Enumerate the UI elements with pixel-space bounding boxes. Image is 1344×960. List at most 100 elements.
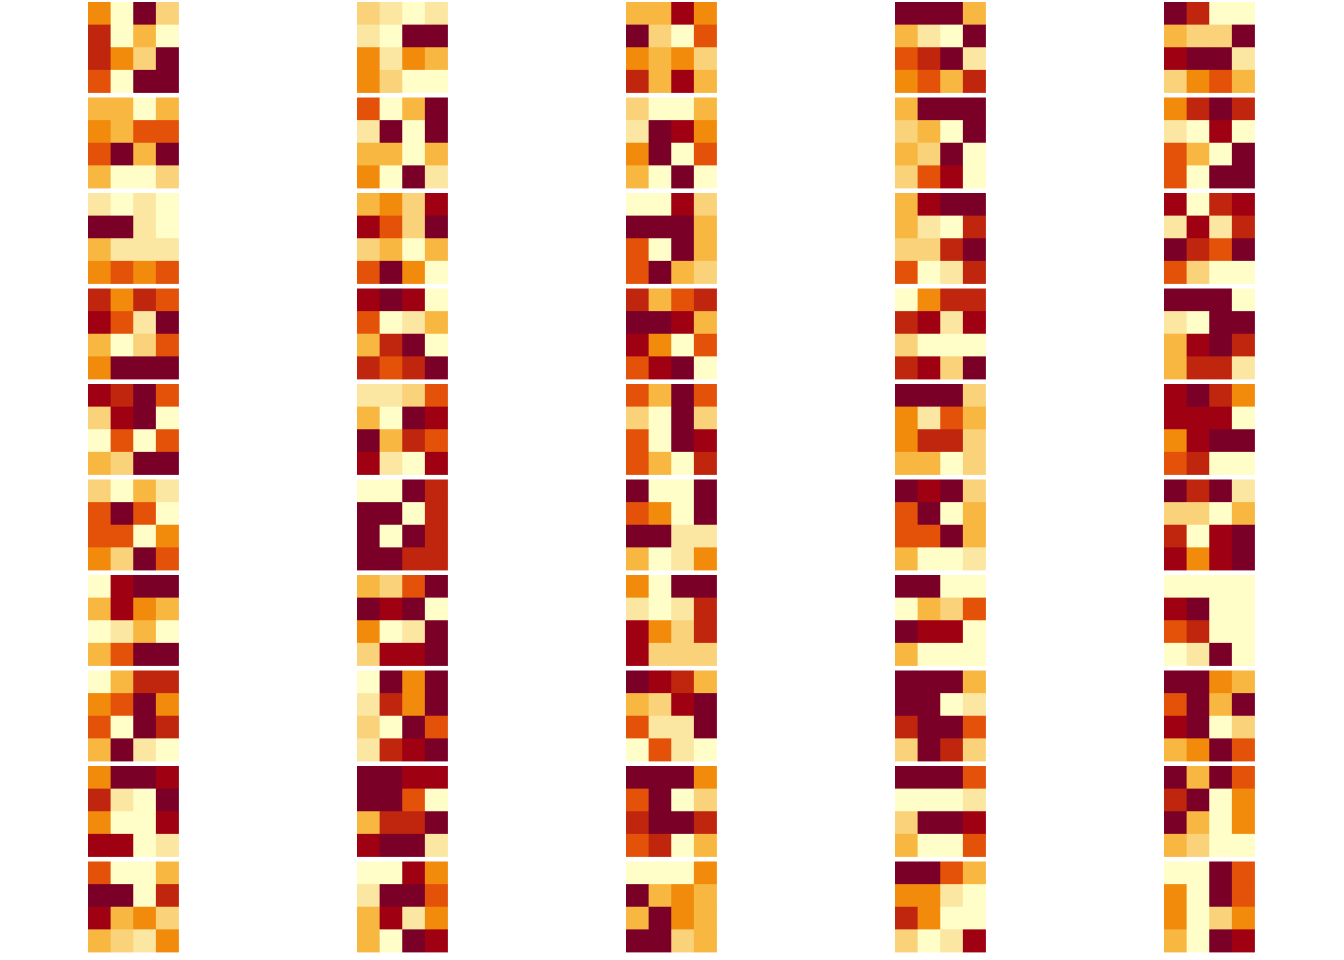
heatmap-cell	[1164, 884, 1188, 908]
heatmap-cell	[1186, 311, 1210, 335]
heatmap-cell	[1186, 97, 1210, 121]
heatmap-cell	[1186, 766, 1210, 790]
heatmap-cell	[110, 884, 134, 908]
heatmap-cell	[88, 142, 112, 166]
heatmap-cell	[648, 165, 672, 189]
heatmap-cell	[693, 311, 717, 335]
heatmap-cell	[962, 502, 986, 526]
heatmap-cell	[1164, 333, 1188, 357]
heatmap-cell	[940, 715, 964, 739]
heatmap-cell	[357, 215, 381, 239]
heatmap-panel	[357, 861, 448, 953]
heatmap-cell	[693, 766, 717, 790]
heatmap-cell	[402, 333, 426, 357]
heatmap-cell	[357, 97, 381, 121]
heatmap-cell	[133, 766, 157, 790]
heatmap-cell	[917, 620, 941, 644]
heatmap-cell	[671, 833, 695, 857]
heatmap-cell	[1209, 333, 1233, 357]
heatmap-cell	[379, 547, 403, 571]
heatmap-cell	[648, 524, 672, 548]
heatmap-cell	[895, 642, 919, 666]
heatmap-cell	[940, 288, 964, 312]
heatmap-cell	[1164, 165, 1188, 189]
heatmap-cell	[693, 670, 717, 694]
heatmap-cell	[962, 288, 986, 312]
heatmap-cell	[671, 120, 695, 144]
heatmap-cell	[1231, 788, 1255, 812]
heatmap-cell	[133, 524, 157, 548]
heatmap-cell	[671, 215, 695, 239]
heatmap-cell	[895, 311, 919, 335]
heatmap-cell	[917, 238, 941, 262]
heatmap-cell	[895, 69, 919, 93]
heatmap-cell	[357, 597, 381, 621]
heatmap-cell	[895, 788, 919, 812]
heatmap-cell	[962, 906, 986, 930]
heatmap-cell	[424, 165, 448, 189]
heatmap-cell	[693, 193, 717, 217]
heatmap-cell	[1209, 738, 1233, 762]
heatmap-cell	[1209, 260, 1233, 284]
heatmap-cell	[940, 620, 964, 644]
heatmap-cell	[1231, 215, 1255, 239]
heatmap-cell	[402, 429, 426, 453]
heatmap-cell	[671, 238, 695, 262]
heatmap-cell	[648, 833, 672, 857]
heatmap-cell	[940, 97, 964, 121]
heatmap-cell	[671, 766, 695, 790]
heatmap-cell	[1164, 356, 1188, 380]
heatmap-cell	[693, 547, 717, 571]
heatmap-cell	[133, 288, 157, 312]
heatmap-cell	[895, 333, 919, 357]
heatmap-cell	[1209, 620, 1233, 644]
heatmap-cell	[917, 929, 941, 953]
heatmap-cell	[917, 2, 941, 26]
heatmap-cell	[962, 47, 986, 71]
heatmap-panel	[895, 861, 986, 953]
heatmap-cell	[917, 142, 941, 166]
heatmap-cell	[962, 766, 986, 790]
heatmap-cell	[88, 547, 112, 571]
heatmap-cell	[1186, 429, 1210, 453]
heatmap-cell	[671, 620, 695, 644]
heatmap-cell	[357, 575, 381, 599]
heatmap-cell	[940, 642, 964, 666]
heatmap-cell	[155, 524, 179, 548]
heatmap-cell	[648, 2, 672, 26]
heatmap-panel	[88, 861, 179, 953]
heatmap-cell	[917, 670, 941, 694]
heatmap-cell	[895, 738, 919, 762]
heatmap-cell	[357, 2, 381, 26]
heatmap-cell	[424, 788, 448, 812]
heatmap-cell	[424, 620, 448, 644]
heatmap-cell	[1164, 693, 1188, 717]
heatmap-cell	[1231, 738, 1255, 762]
heatmap-cell	[1186, 69, 1210, 93]
heatmap-cell	[133, 406, 157, 430]
heatmap-cell	[917, 788, 941, 812]
heatmap-cell	[379, 833, 403, 857]
heatmap-cell	[424, 142, 448, 166]
heatmap-cell	[402, 406, 426, 430]
heatmap-cell	[424, 288, 448, 312]
heatmap-cell	[626, 620, 650, 644]
heatmap-cell	[88, 929, 112, 953]
heatmap-panel	[1164, 766, 1255, 857]
heatmap-cell	[88, 811, 112, 835]
heatmap-cell	[895, 861, 919, 885]
heatmap-cell	[155, 69, 179, 93]
heatmap-cell	[424, 670, 448, 694]
heatmap-cell	[133, 502, 157, 526]
heatmap-cell	[962, 547, 986, 571]
heatmap-cell	[1164, 766, 1188, 790]
heatmap-cell	[88, 502, 112, 526]
heatmap-cell	[671, 929, 695, 953]
heatmap-cell	[133, 311, 157, 335]
heatmap-cell	[648, 547, 672, 571]
heatmap-cell	[155, 833, 179, 857]
heatmap-cell	[648, 766, 672, 790]
heatmap-cell	[402, 24, 426, 48]
heatmap-cell	[424, 69, 448, 93]
heatmap-cell	[940, 861, 964, 885]
